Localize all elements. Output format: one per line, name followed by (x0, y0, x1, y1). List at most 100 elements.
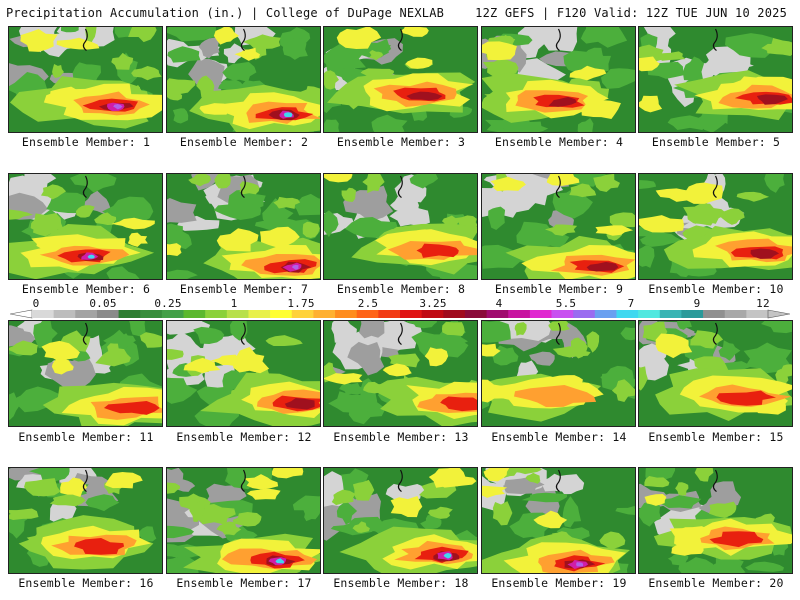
colorbar-swatch (96, 310, 119, 318)
lake-outline (555, 322, 561, 346)
colorbar-swatch (248, 310, 271, 318)
colorbar-swatch (594, 310, 617, 318)
colorbar-tick-label: 12 (756, 297, 770, 310)
colorbar-swatch (32, 310, 55, 318)
colorbar-min-arrow (10, 309, 33, 319)
precip-field-map (639, 174, 792, 279)
precip-field-map (482, 321, 635, 426)
precip-field-map (9, 27, 162, 132)
member-label: Ensemble Member: 14 (491, 430, 627, 444)
member-map-panel (166, 173, 321, 280)
colorbar-swatch (659, 310, 682, 318)
colorbar-ticks: 0 0.05 0.25 1 1.75 2.5 3.25 4 5.5 7 9 12 (0, 297, 800, 310)
member-label: Ensemble Member: 3 (336, 135, 466, 149)
member-map-panel (481, 467, 636, 574)
member-label: Ensemble Member: 5 (651, 135, 781, 149)
member-map-panel (481, 320, 636, 427)
lake-outline (240, 322, 246, 346)
member-map-panel (8, 320, 163, 427)
member-map-panel (638, 173, 793, 280)
colorbar-swatch (161, 310, 184, 318)
member-label: Ensemble Member: 20 (648, 576, 784, 590)
lake-outline (712, 28, 718, 52)
colorbar-tick-label: 0.05 (89, 297, 117, 310)
precip-field-map (324, 174, 477, 279)
precip-field-map (482, 27, 635, 132)
colorbar-swatch (183, 310, 206, 318)
colorbar-swatch (724, 310, 747, 318)
member-map-panel (323, 173, 478, 280)
member-map-panel (8, 173, 163, 280)
colorbar-tick-label: 7 (627, 297, 635, 310)
precip-field-map (167, 468, 320, 573)
member-map-panel (166, 467, 321, 574)
precip-field-map (639, 321, 792, 426)
member-map-panel (323, 467, 478, 574)
colorbar-tick-label: 4 (495, 297, 503, 310)
lake-outline (82, 469, 88, 493)
colorbar-swatch (205, 310, 228, 318)
precip-field-map (167, 174, 320, 279)
precip-field-map (482, 468, 635, 573)
chart-title: Precipitation Accumulation (in.) | Colle… (6, 6, 445, 20)
precip-field-map (167, 27, 320, 132)
member-map-panel (481, 173, 636, 280)
colorbar-tick-label: 1 (230, 297, 238, 310)
member-map-panel (323, 26, 478, 133)
lake-outline (555, 28, 561, 52)
member-map-panel (8, 26, 163, 133)
colorbar-swatch (529, 310, 552, 318)
lake-outline (712, 175, 718, 199)
lake-outline (82, 322, 88, 346)
lake-outline (397, 322, 403, 346)
colorbar-swatch (681, 310, 704, 318)
member-label: Ensemble Member: 13 (333, 430, 469, 444)
precip-field-map (324, 27, 477, 132)
member-label: Ensemble Member: 9 (494, 282, 624, 296)
colorbar-max-arrow (767, 309, 790, 319)
lake-outline (555, 175, 561, 199)
member-map-panel (166, 26, 321, 133)
colorbar-swatch (226, 310, 249, 318)
member-label: Ensemble Member: 1 (21, 135, 151, 149)
colorbar-swatch (313, 310, 336, 318)
colorbar-tick-label: 1.75 (287, 297, 315, 310)
lake-outline (82, 28, 88, 52)
member-label: Ensemble Member: 6 (21, 282, 151, 296)
member-label: Ensemble Member: 18 (333, 576, 469, 590)
precip-field-map (324, 468, 477, 573)
lake-outline (712, 322, 718, 346)
colorbar-swatch (464, 310, 487, 318)
member-map-panel (638, 467, 793, 574)
member-label: Ensemble Member: 8 (336, 282, 466, 296)
colorbar-tick-label: 0.25 (154, 297, 182, 310)
colorbar-tick-label: 3.25 (419, 297, 447, 310)
lake-outline (82, 175, 88, 199)
colorbar-swatch (703, 310, 726, 318)
member-label: Ensemble Member: 12 (176, 430, 312, 444)
precip-field-map (639, 27, 792, 132)
lake-outline (712, 469, 718, 493)
member-map-panel (638, 26, 793, 133)
lake-outline (240, 469, 246, 493)
colorbar-swatch (573, 310, 596, 318)
member-map-panel (481, 26, 636, 133)
colorbar-swatch (53, 310, 76, 318)
colorbar-tick-label: 0 (32, 297, 40, 310)
lake-outline (397, 175, 403, 199)
lake-outline (397, 28, 403, 52)
colorbar-tick-label: 9 (693, 297, 701, 310)
member-label: Ensemble Member: 11 (18, 430, 154, 444)
member-map-panel (638, 320, 793, 427)
colorbar-swatch (378, 310, 401, 318)
lake-outline (240, 28, 246, 52)
colorbar-swatch (746, 310, 769, 318)
colorbar-swatch (421, 310, 444, 318)
colorbar-swatch (270, 310, 293, 318)
colorbar-tick-label: 2.5 (357, 297, 379, 310)
lake-outline (397, 469, 403, 493)
precip-field-map (167, 321, 320, 426)
colorbar-swatch (638, 310, 661, 318)
precip-field-map (639, 468, 792, 573)
lake-outline (555, 469, 561, 493)
